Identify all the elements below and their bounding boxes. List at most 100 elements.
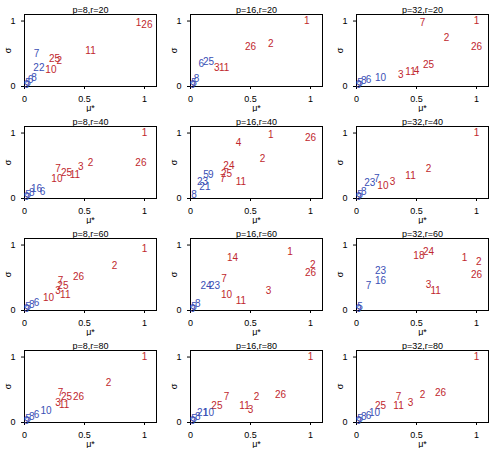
svg-text:2: 2 — [57, 55, 63, 66]
svg-text:2: 2 — [420, 389, 426, 400]
svg-text:26: 26 — [305, 132, 317, 143]
svg-text:σ: σ — [335, 159, 345, 165]
svg-text:0: 0 — [10, 193, 15, 203]
svg-text:23: 23 — [209, 280, 221, 291]
svg-text:p=32,r=40: p=32,r=40 — [402, 117, 443, 127]
svg-text:μ*: μ* — [418, 215, 427, 225]
svg-text:1: 1 — [176, 16, 181, 26]
svg-text:1: 1 — [474, 94, 479, 104]
svg-text:1: 1 — [308, 351, 314, 362]
svg-text:2: 2 — [112, 260, 118, 271]
svg-text:11: 11 — [405, 170, 416, 181]
svg-text:p=8,r=20: p=8,r=20 — [72, 5, 108, 15]
svg-text:1: 1 — [10, 128, 15, 138]
svg-text:σ: σ — [169, 47, 179, 53]
svg-text:2: 2 — [268, 38, 274, 49]
svg-text:1: 1 — [474, 318, 479, 328]
svg-text:1: 1 — [474, 430, 479, 440]
svg-text:σ: σ — [3, 47, 13, 53]
svg-text:11: 11 — [236, 176, 247, 187]
svg-text:σ: σ — [169, 383, 179, 389]
svg-text:3: 3 — [390, 176, 396, 187]
svg-text:1: 1 — [342, 240, 347, 250]
svg-text:10: 10 — [43, 292, 55, 303]
svg-text:1: 1 — [342, 352, 347, 362]
svg-text:26: 26 — [73, 271, 85, 282]
svg-text:6: 6 — [40, 186, 46, 197]
svg-text:1: 1 — [304, 15, 310, 26]
svg-text:1: 1 — [474, 15, 480, 26]
svg-text:6: 6 — [34, 409, 40, 420]
svg-text:p=16,r=40: p=16,r=40 — [236, 117, 277, 127]
svg-text:1: 1 — [474, 351, 480, 362]
svg-text:0: 0 — [342, 193, 347, 203]
svg-text:p=16,r=20: p=16,r=20 — [236, 5, 277, 15]
svg-text:μ*: μ* — [418, 439, 427, 449]
svg-text:p=16,r=80: p=16,r=80 — [236, 341, 277, 351]
svg-text:1: 1 — [176, 128, 181, 138]
svg-text:2: 2 — [476, 256, 482, 267]
svg-text:26: 26 — [135, 157, 147, 168]
svg-text:1: 1 — [308, 430, 313, 440]
svg-text:16: 16 — [375, 275, 387, 286]
svg-text:1: 1 — [308, 318, 313, 328]
svg-text:26: 26 — [471, 269, 483, 280]
svg-text:2: 2 — [444, 32, 450, 43]
svg-text:0: 0 — [188, 318, 193, 328]
svg-text:26: 26 — [435, 387, 447, 398]
svg-text:σ: σ — [169, 159, 179, 165]
svg-text:1: 1 — [462, 252, 468, 263]
svg-text:0: 0 — [188, 94, 193, 104]
svg-text:σ: σ — [3, 159, 13, 165]
svg-text:μ*: μ* — [86, 215, 95, 225]
svg-text:7: 7 — [420, 17, 426, 28]
svg-text:10: 10 — [41, 405, 53, 416]
svg-text:1: 1 — [10, 352, 15, 362]
svg-text:10: 10 — [221, 289, 233, 300]
svg-text:3: 3 — [266, 285, 272, 296]
svg-text:7: 7 — [34, 48, 40, 59]
svg-text:8: 8 — [361, 75, 367, 86]
svg-text:0: 0 — [354, 94, 359, 104]
svg-text:1: 1 — [474, 206, 479, 216]
svg-text:2: 2 — [254, 391, 260, 402]
svg-text:p=8,r=40: p=8,r=40 — [72, 117, 108, 127]
svg-text:1: 1 — [176, 240, 181, 250]
svg-text:26: 26 — [73, 391, 85, 402]
svg-text:μ*: μ* — [86, 327, 95, 337]
svg-text:6: 6 — [34, 297, 40, 308]
svg-text:2: 2 — [260, 153, 266, 164]
svg-text:μ*: μ* — [418, 103, 427, 113]
svg-text:2: 2 — [426, 163, 432, 174]
svg-text:26: 26 — [471, 41, 483, 52]
svg-text:21: 21 — [199, 181, 211, 192]
svg-text:0: 0 — [176, 193, 181, 203]
svg-text:1: 1 — [142, 351, 148, 362]
svg-text:σ: σ — [335, 47, 345, 53]
svg-text:μ*: μ* — [86, 103, 95, 113]
svg-text:μ*: μ* — [418, 327, 427, 337]
svg-text:26: 26 — [305, 267, 317, 278]
svg-text:8: 8 — [195, 298, 201, 309]
svg-text:0: 0 — [10, 417, 15, 427]
svg-text:1: 1 — [10, 240, 15, 250]
svg-text:0: 0 — [22, 318, 27, 328]
svg-text:2: 2 — [88, 157, 94, 168]
svg-text:σ: σ — [169, 271, 179, 277]
svg-text:10: 10 — [51, 173, 63, 184]
svg-text:μ*: μ* — [252, 215, 261, 225]
svg-text:0: 0 — [342, 305, 347, 315]
svg-text:6: 6 — [366, 74, 372, 85]
svg-text:0: 0 — [176, 81, 181, 91]
svg-text:26: 26 — [245, 41, 257, 52]
svg-text:11: 11 — [431, 285, 442, 296]
svg-text:1: 1 — [287, 246, 293, 257]
svg-text:p=16,r=60: p=16,r=60 — [236, 229, 277, 239]
svg-text:1: 1 — [142, 94, 147, 104]
svg-text:0: 0 — [354, 318, 359, 328]
svg-text:9: 9 — [356, 303, 362, 314]
svg-text:9: 9 — [24, 415, 30, 426]
svg-text:26: 26 — [141, 19, 153, 30]
svg-text:9: 9 — [356, 191, 362, 202]
svg-text:4: 4 — [236, 137, 242, 148]
